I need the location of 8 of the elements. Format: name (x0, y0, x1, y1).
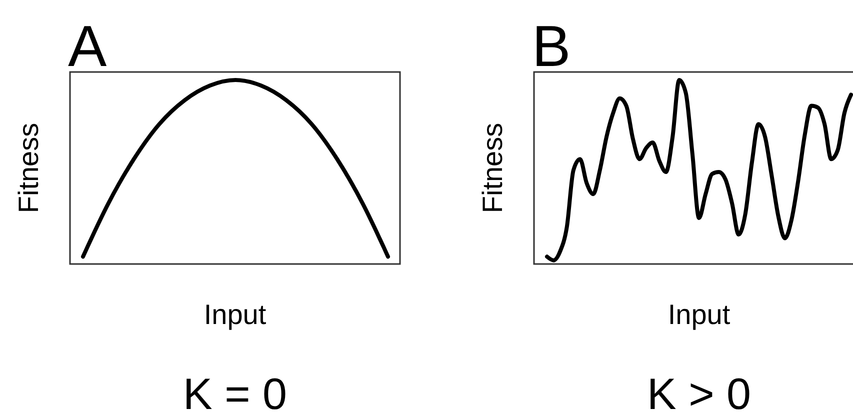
text: K = 0 (183, 370, 287, 419)
y-axis-title: Fitness (477, 122, 508, 214)
x-axis-title: Input (668, 299, 730, 330)
chart-title: A (68, 14, 107, 79)
x-axis-title: Input (204, 299, 266, 330)
chart-title: B (532, 14, 571, 79)
y-axis-title: Fitness (13, 122, 44, 214)
text: K > 0 (647, 370, 751, 419)
